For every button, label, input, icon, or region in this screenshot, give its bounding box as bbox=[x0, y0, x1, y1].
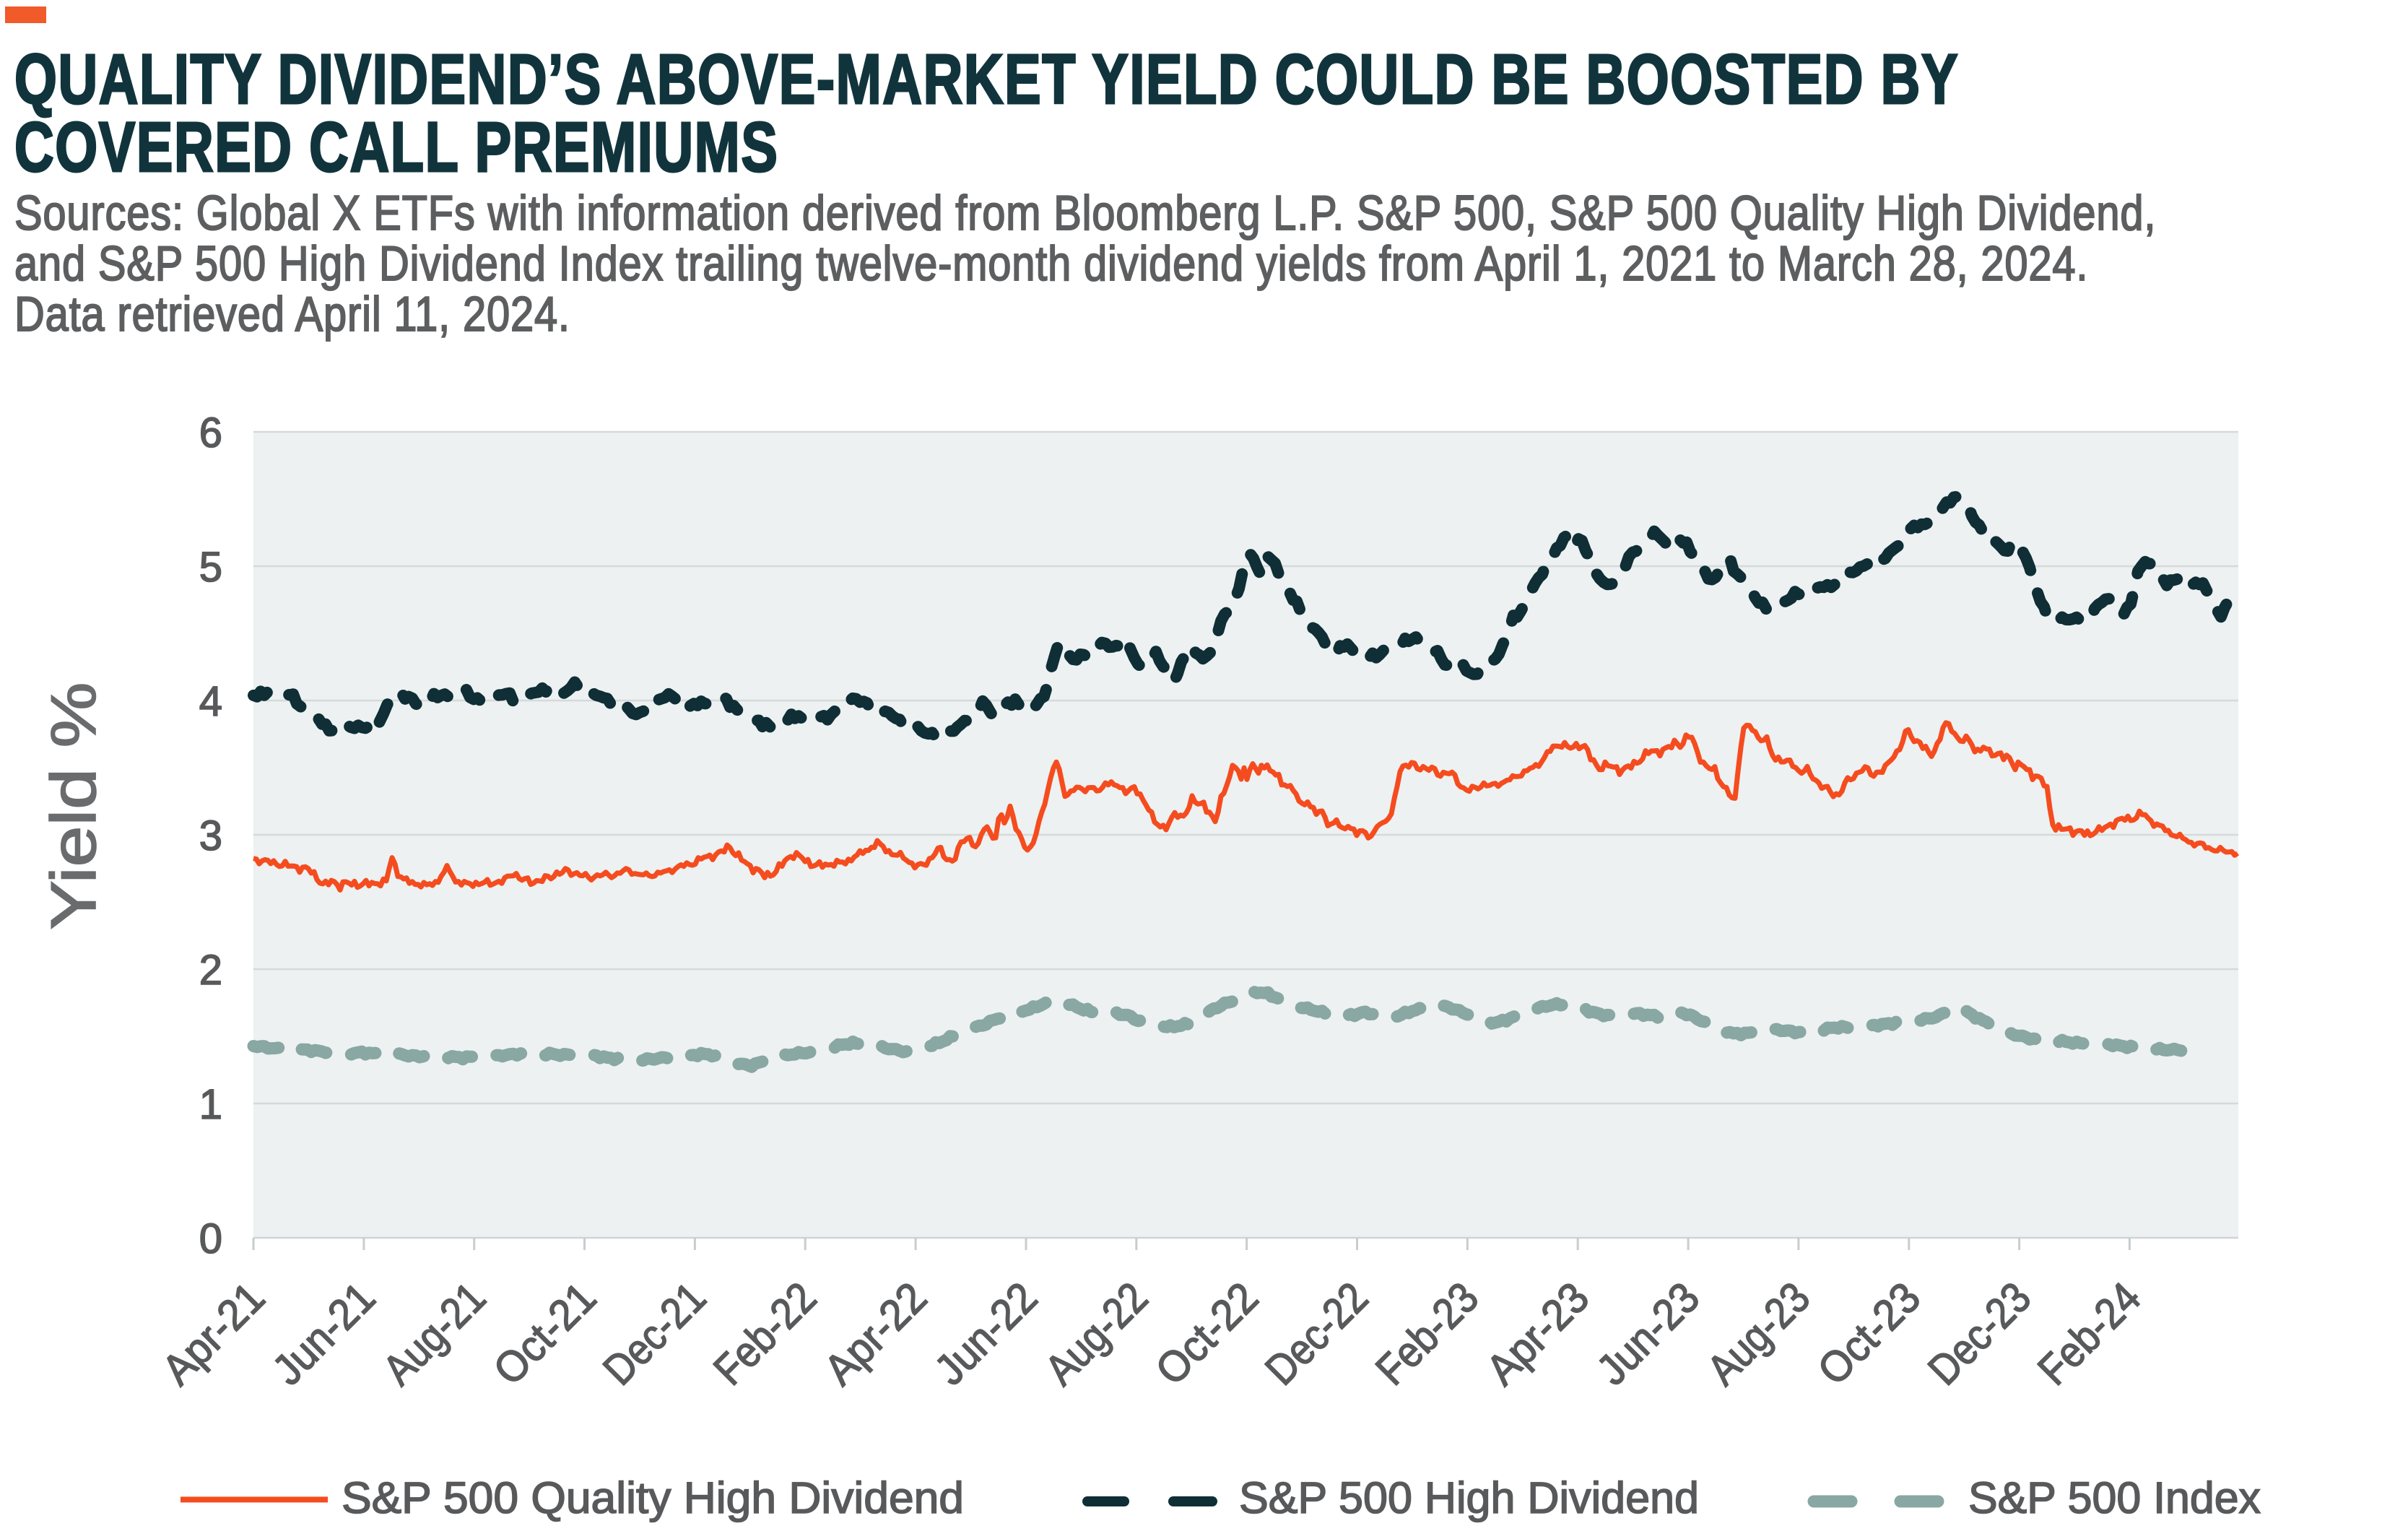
svg-text:Jun-23: Jun-23 bbox=[1588, 1273, 1709, 1395]
svg-text:6: 6 bbox=[199, 409, 222, 456]
svg-text:Yield %: Yield % bbox=[38, 682, 109, 930]
svg-text:Aug-23: Aug-23 bbox=[1698, 1273, 1820, 1395]
svg-text:Oct-22: Oct-22 bbox=[1147, 1273, 1268, 1395]
svg-text:Aug-21: Aug-21 bbox=[374, 1273, 495, 1395]
svg-text:Dec-22: Dec-22 bbox=[1256, 1273, 1378, 1395]
svg-text:S&P 500 High Dividend: S&P 500 High Dividend bbox=[1239, 1473, 1699, 1522]
svg-text:4: 4 bbox=[199, 678, 222, 725]
svg-text:Aug-22: Aug-22 bbox=[1036, 1273, 1157, 1395]
svg-text:Apr-22: Apr-22 bbox=[815, 1273, 936, 1395]
svg-text:Oct-21: Oct-21 bbox=[484, 1273, 606, 1395]
svg-text:S&P 500 Index: S&P 500 Index bbox=[1968, 1473, 2261, 1522]
svg-text:Feb-22: Feb-22 bbox=[705, 1273, 826, 1395]
svg-text:Feb-23: Feb-23 bbox=[1367, 1273, 1488, 1395]
svg-text:0: 0 bbox=[199, 1215, 222, 1262]
svg-text:Apr-21: Apr-21 bbox=[153, 1273, 274, 1395]
svg-text:2: 2 bbox=[199, 947, 222, 994]
svg-text:Dec-21: Dec-21 bbox=[594, 1273, 716, 1395]
svg-text:Oct-23: Oct-23 bbox=[1809, 1273, 1930, 1395]
svg-text:S&P 500 Quality High Dividend: S&P 500 Quality High Dividend bbox=[342, 1473, 964, 1522]
svg-text:Jun-21: Jun-21 bbox=[264, 1273, 385, 1395]
svg-text:Feb-24: Feb-24 bbox=[2029, 1273, 2150, 1395]
svg-text:5: 5 bbox=[199, 544, 222, 591]
svg-text:3: 3 bbox=[199, 812, 222, 859]
svg-text:Jun-22: Jun-22 bbox=[926, 1273, 1047, 1395]
svg-text:1: 1 bbox=[199, 1081, 222, 1128]
svg-text:Dec-23: Dec-23 bbox=[1919, 1273, 2040, 1395]
svg-text:Apr-23: Apr-23 bbox=[1477, 1273, 1599, 1395]
